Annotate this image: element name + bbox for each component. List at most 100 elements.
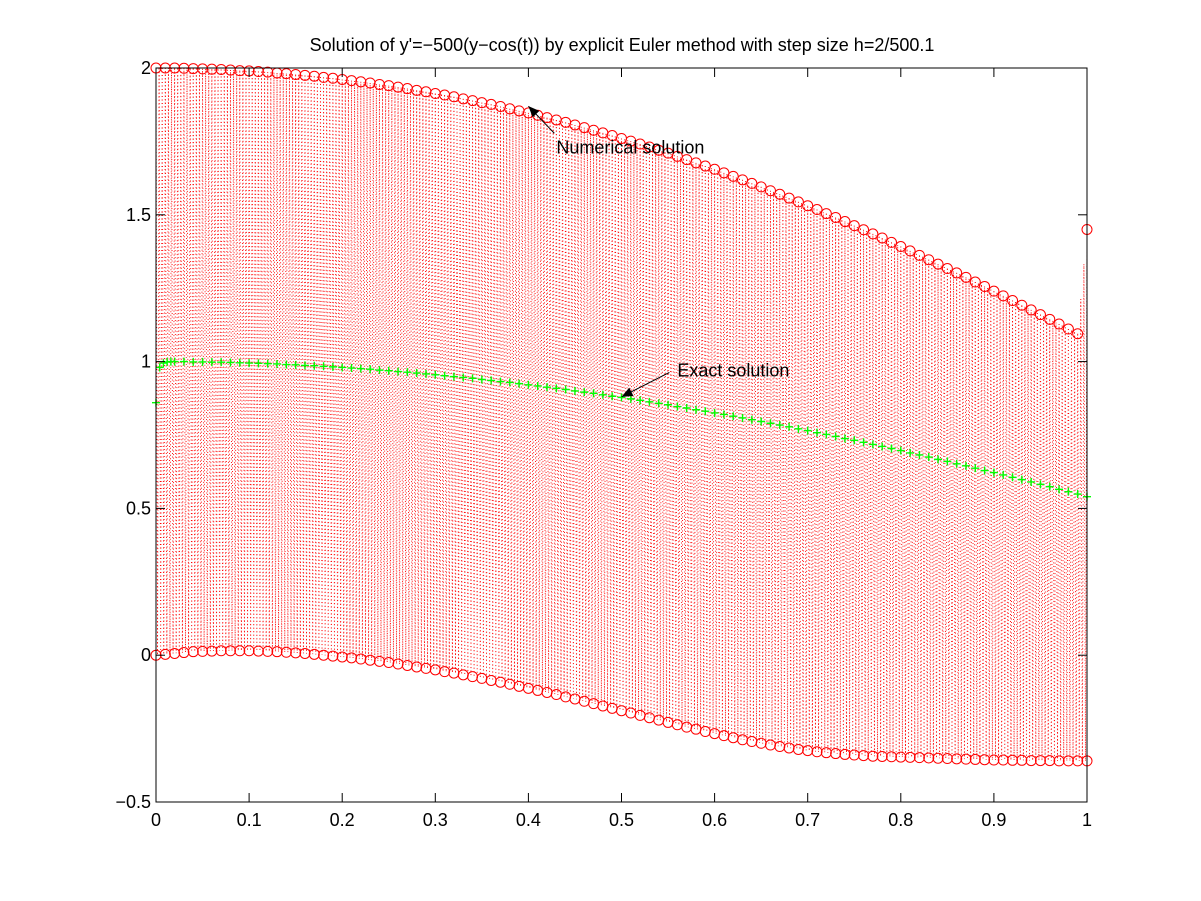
numerical-solution-point-lower bbox=[792, 743, 804, 755]
exact-solution-point bbox=[487, 376, 496, 385]
numerical-solution-zigzag bbox=[751, 183, 756, 742]
exact-solution-point bbox=[989, 468, 998, 477]
exact-solution-point bbox=[431, 370, 440, 379]
numerical-solution-zigzag bbox=[869, 232, 874, 757]
numerical-solution-point-upper bbox=[355, 76, 367, 88]
numerical-solution-zigzag bbox=[1052, 320, 1057, 761]
numerical-solution-zigzag bbox=[996, 292, 1001, 761]
numerical-solution-zigzag bbox=[1083, 229, 1088, 761]
numerical-solution-zigzag bbox=[555, 119, 560, 695]
numerical-solution-zigzag bbox=[320, 76, 325, 656]
x-tick-label: 0 bbox=[151, 810, 161, 830]
exact-solution-point bbox=[757, 417, 766, 426]
numerical-solution-point-lower bbox=[848, 749, 860, 761]
numerical-solution-point-upper bbox=[1007, 295, 1019, 307]
exact-solution-point bbox=[1036, 480, 1045, 489]
numerical-solution-point-lower bbox=[271, 646, 283, 658]
numerical-solution-zigzag bbox=[953, 271, 958, 759]
numerical-solution-zigzag bbox=[903, 247, 908, 758]
numerical-solution-zigzag bbox=[636, 143, 641, 716]
numerical-solution-zigzag bbox=[1024, 306, 1029, 761]
numerical-solution-zigzag bbox=[295, 74, 300, 653]
numerical-solution-zigzag bbox=[683, 158, 688, 727]
exact-solution-point bbox=[915, 450, 924, 459]
numerical-solution-zigzag bbox=[506, 108, 511, 684]
numerical-solution-point-upper bbox=[187, 63, 199, 75]
exact-solution-point bbox=[155, 363, 164, 372]
numerical-solution-point-lower bbox=[234, 645, 246, 657]
numerical-solution-zigzag bbox=[273, 72, 278, 652]
numerical-solution-zigzag bbox=[1064, 327, 1069, 761]
numerical-solution-point-lower bbox=[308, 648, 320, 660]
exact-solution-point bbox=[645, 397, 654, 406]
exact-solution-point bbox=[878, 442, 887, 451]
numerical-solution-zigzag bbox=[211, 69, 216, 652]
numerical-solution-zigzag bbox=[735, 177, 740, 739]
x-tick-label: 0.5 bbox=[609, 810, 634, 830]
numerical-solution-zigzag bbox=[1049, 319, 1054, 761]
numerical-solution-point-lower bbox=[299, 647, 311, 659]
numerical-solution-point-lower bbox=[1034, 755, 1046, 767]
numerical-solution-zigzag bbox=[884, 239, 889, 757]
exact-solution-point bbox=[701, 407, 710, 416]
exact-solution-point bbox=[515, 379, 524, 388]
x-tick-label: 1 bbox=[1082, 810, 1092, 830]
exact-solution-point bbox=[999, 470, 1008, 479]
numerical-solution-zigzag bbox=[161, 67, 166, 655]
numerical-solution-zigzag bbox=[304, 75, 309, 654]
numerical-solution-point-lower bbox=[252, 645, 264, 657]
numerical-solution-zigzag bbox=[518, 110, 523, 687]
numerical-solution-zigzag bbox=[813, 208, 818, 752]
numerical-solution-point-lower bbox=[960, 753, 972, 765]
exact-solution-point bbox=[682, 403, 691, 412]
exact-solution-point bbox=[673, 402, 682, 411]
numerical-solution-zigzag bbox=[481, 102, 486, 679]
numerical-solution-zigzag bbox=[208, 69, 213, 652]
numerical-solution-zigzag bbox=[962, 275, 967, 760]
numerical-solution-point-lower bbox=[206, 645, 218, 657]
exact-solution-point bbox=[738, 413, 747, 422]
numerical-solution-point-upper bbox=[969, 276, 981, 288]
y-tick-label: 2 bbox=[141, 58, 151, 78]
numerical-solution-zigzag bbox=[816, 209, 821, 752]
numerical-solution-zigzag bbox=[648, 146, 653, 719]
annotations: Numerical solution Exact solution bbox=[528, 105, 789, 398]
numerical-solution-zigzag bbox=[673, 155, 678, 725]
numerical-solution-zigzag bbox=[686, 159, 691, 728]
exact-solution-point bbox=[1017, 475, 1026, 484]
numerical-solution-zigzag bbox=[521, 111, 526, 688]
exact-solution-point bbox=[356, 364, 365, 373]
numerical-solution-point-upper bbox=[867, 228, 879, 240]
numerical-solution-zigzag bbox=[509, 108, 514, 685]
numerical-solution-zigzag bbox=[872, 233, 877, 757]
exact-solution-point bbox=[934, 455, 943, 464]
numerical-solution-zigzag bbox=[596, 131, 601, 705]
exact-solution-point bbox=[328, 362, 337, 371]
numerical-solution-point-lower bbox=[290, 647, 302, 659]
numerical-solution-zigzag bbox=[937, 264, 942, 759]
numerical-solution-zigzag bbox=[835, 217, 840, 754]
exact-solution-point bbox=[421, 369, 430, 378]
numerical-solution-zigzag bbox=[329, 77, 334, 656]
numerical-solution-zigzag bbox=[959, 274, 964, 759]
numerical-solution-zigzag bbox=[732, 176, 737, 739]
numerical-solution-zigzag bbox=[633, 142, 638, 715]
numerical-solution-point-lower bbox=[923, 752, 935, 764]
numerical-solution-zigzag bbox=[248, 70, 253, 651]
numerical-solution-point-upper bbox=[774, 188, 786, 200]
numerical-solution-zigzag bbox=[853, 225, 858, 756]
exact-solution-point bbox=[263, 359, 272, 368]
numerical-solution-point-upper bbox=[1034, 309, 1046, 321]
numerical-solution-zigzag bbox=[946, 268, 951, 759]
numerical-solution-point-lower bbox=[178, 647, 190, 659]
numerical-solution-zigzag bbox=[912, 252, 917, 758]
numerical-solution-zigzag bbox=[639, 144, 644, 716]
numerical-solution-point-upper bbox=[811, 204, 823, 216]
numerical-solution-point-lower bbox=[969, 753, 981, 765]
numerical-solution-zigzag bbox=[766, 189, 771, 745]
exact-solution-point bbox=[375, 366, 384, 375]
dotted-oscillation-lines bbox=[155, 67, 1088, 761]
numerical-solution-zigzag bbox=[863, 229, 868, 756]
numerical-solution-markers bbox=[150, 62, 1093, 767]
numerical-solution-zigzag bbox=[897, 245, 902, 758]
